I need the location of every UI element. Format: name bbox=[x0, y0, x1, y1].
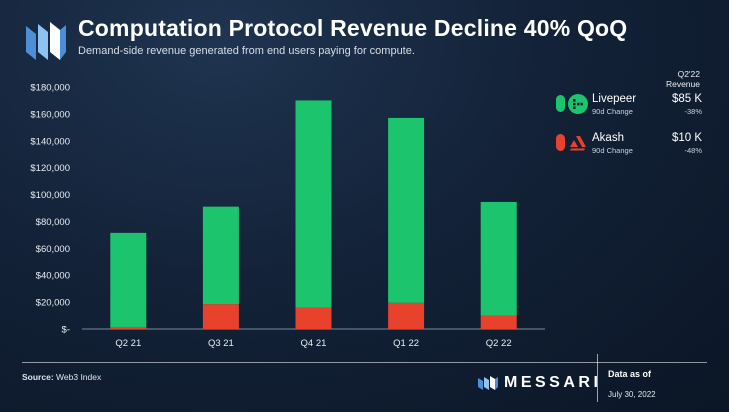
page-title: Computation Protocol Revenue Decline 40%… bbox=[78, 15, 628, 41]
y-tick-label: $100,000 bbox=[30, 190, 70, 201]
legend-item-name: Livepeer bbox=[592, 93, 637, 105]
messari-brand: MESSARI bbox=[478, 374, 601, 392]
source-label: Source: bbox=[22, 372, 54, 382]
source-note: Source: Web3 Index bbox=[22, 372, 101, 382]
y-tick-label: $60,000 bbox=[36, 244, 70, 255]
brand-name: MESSARI bbox=[504, 374, 602, 391]
messari-brand-icon bbox=[478, 376, 498, 390]
legend-item-pct: -38% bbox=[684, 107, 702, 116]
bar-livepeer-q2-22 bbox=[480, 201, 517, 316]
bar-akash-q2-21 bbox=[110, 326, 147, 329]
y-tick-label: $120,000 bbox=[30, 163, 70, 174]
y-tick-label: $160,000 bbox=[30, 109, 70, 120]
bar-akash-q2-22 bbox=[480, 315, 517, 329]
source-value: Web3 Index bbox=[56, 372, 102, 382]
legend-item-name: Akash bbox=[592, 132, 624, 144]
bar-akash-q1-22 bbox=[388, 302, 425, 329]
legend-item-pct: -48% bbox=[684, 146, 702, 155]
legend-item-livepeer: Livepeer 90d Change $85 K -38% bbox=[556, 92, 702, 122]
legend-item-value: $85 K bbox=[671, 93, 702, 105]
data-as-of-label: Data as of bbox=[608, 369, 652, 379]
x-tick-label: Q3 21 bbox=[208, 338, 234, 349]
x-tick-label: Q2 22 bbox=[486, 338, 512, 349]
bar-livepeer-q4-21 bbox=[295, 100, 332, 308]
y-tick-label: $- bbox=[62, 325, 70, 336]
x-tick-label: Q1 22 bbox=[393, 338, 419, 349]
legend-item-change-label: 90d Change bbox=[592, 146, 633, 155]
x-tick-label: Q2 21 bbox=[115, 338, 141, 349]
legend-header: Q2'22 Revenue bbox=[666, 69, 700, 89]
bar-livepeer-q3-21 bbox=[202, 206, 239, 305]
y-tick-label: $180,000 bbox=[30, 83, 70, 94]
akash-color-swatch bbox=[556, 134, 565, 151]
legend-item-change-label: 90d Change bbox=[592, 107, 633, 116]
messari-logo-icon bbox=[26, 22, 66, 60]
legend-item-value: $10 K bbox=[671, 132, 702, 144]
footer-vertical-divider bbox=[597, 354, 598, 402]
legend-header-metric: Revenue bbox=[665, 79, 700, 89]
bar-livepeer-q2-21 bbox=[110, 232, 147, 327]
data-as-of-date: July 30, 2022 bbox=[608, 390, 656, 399]
livepeer-color-swatch bbox=[556, 95, 565, 112]
bar-akash-q3-21 bbox=[202, 304, 239, 329]
y-tick-label: $20,000 bbox=[36, 298, 70, 309]
livepeer-icon bbox=[568, 94, 588, 114]
page-subtitle: Demand-side revenue generated from end u… bbox=[78, 45, 415, 57]
bar-livepeer-q1-22 bbox=[388, 117, 425, 303]
y-tick-label: $40,000 bbox=[36, 271, 70, 282]
footer-divider bbox=[22, 362, 707, 363]
y-tick-label: $80,000 bbox=[36, 217, 70, 228]
y-tick-label: $140,000 bbox=[30, 136, 70, 147]
legend-item-akash: Akash 90d Change $10 K -48% bbox=[556, 131, 702, 161]
akash-icon bbox=[568, 133, 588, 153]
x-tick-label: Q4 21 bbox=[301, 338, 327, 349]
legend-header-period: Q2'22 bbox=[677, 69, 700, 79]
bar-akash-q4-21 bbox=[295, 307, 332, 329]
